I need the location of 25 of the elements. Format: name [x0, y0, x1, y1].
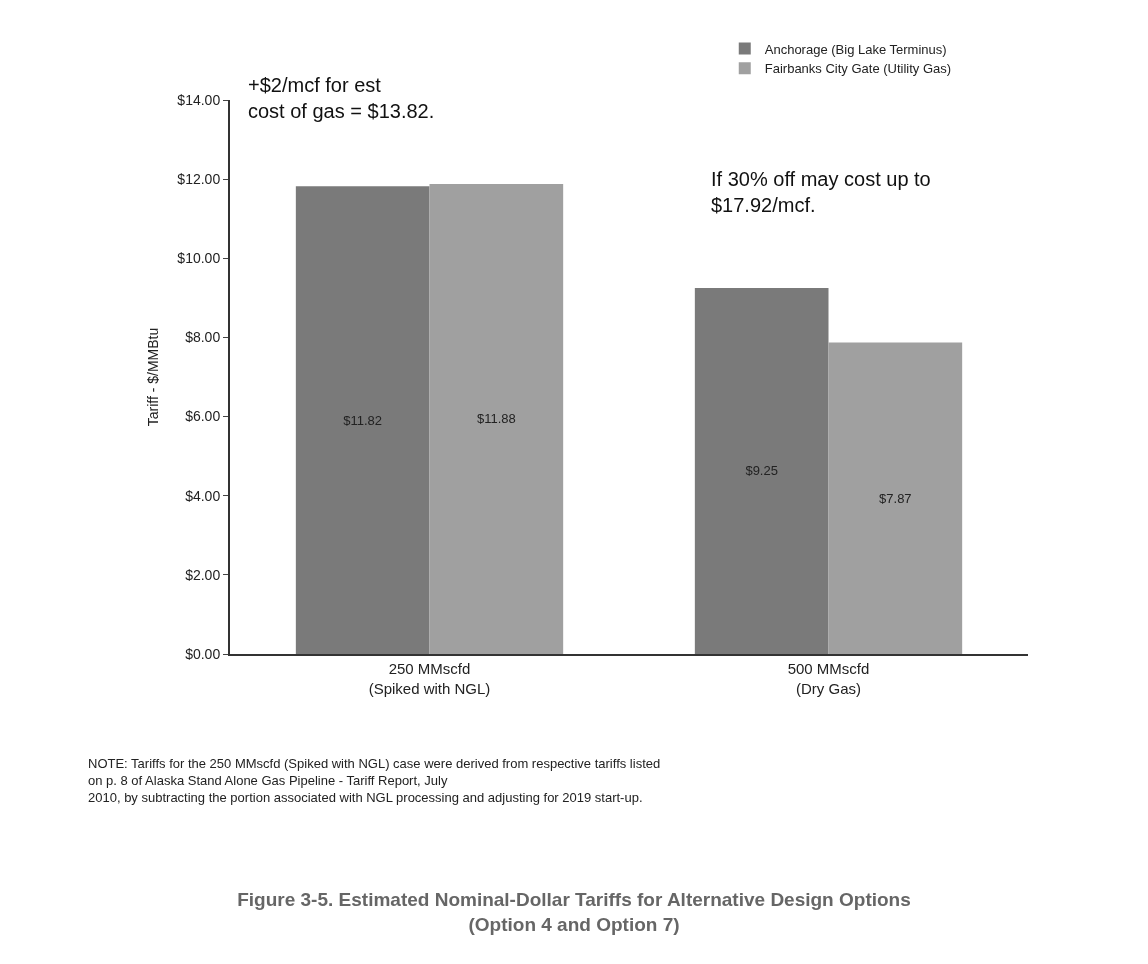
x-tick-label: 500 MMscfd (Dry Gas)	[787, 660, 870, 697]
data-label: $11.82	[343, 412, 383, 428]
annotation: +$2/mcf for est cost of gas = $13.82.	[248, 74, 435, 122]
y-tick-label: $14.00	[177, 91, 221, 108]
legend-label: Fairbanks City Gate (Utility Gas)	[764, 61, 952, 77]
y-tick-label: $12.00	[177, 171, 221, 188]
text: Figure 3-5. Estimated Nominal-Dollar Tariffs for Alternative Design Options (Option 4 and Option 7)	[237, 889, 911, 935]
bar	[828, 342, 963, 654]
y-tick-label: $8.00	[185, 329, 221, 346]
y-tick-label: $10.00	[177, 250, 221, 267]
y-axis-title: Tariff - $/MMBtu	[145, 327, 162, 427]
y-tick-label: $2.00	[185, 566, 221, 583]
x-tick-label: 250 MMscfd (Spiked with NGL)	[368, 660, 491, 697]
text: NOTE: Tariffs for the 250 MMscfd (Spiked with NGL) case were derived from respective tariffs listed on p. 8 of Alaska Stand Alone Gas Pipeline - Tariff Report, July 2010, by subtracting the portion associated with NGL processing and adjusting for 2019 start-up.	[88, 756, 661, 805]
y-tick-label: $6.00	[185, 408, 221, 425]
bar	[694, 287, 829, 654]
y-tick-label: $4.00	[185, 487, 221, 504]
data-label: $7.87	[879, 490, 912, 506]
bar	[429, 183, 564, 654]
data-label: $9.25	[745, 463, 778, 479]
annotation: If 30% off may cost up to $17.92/mcf.	[711, 168, 931, 216]
data-label: $11.88	[476, 411, 516, 427]
bar	[295, 186, 430, 654]
y-tick-label: $0.00	[185, 645, 221, 662]
legend-label: Anchorage (Big Lake Terminus)	[764, 41, 947, 57]
